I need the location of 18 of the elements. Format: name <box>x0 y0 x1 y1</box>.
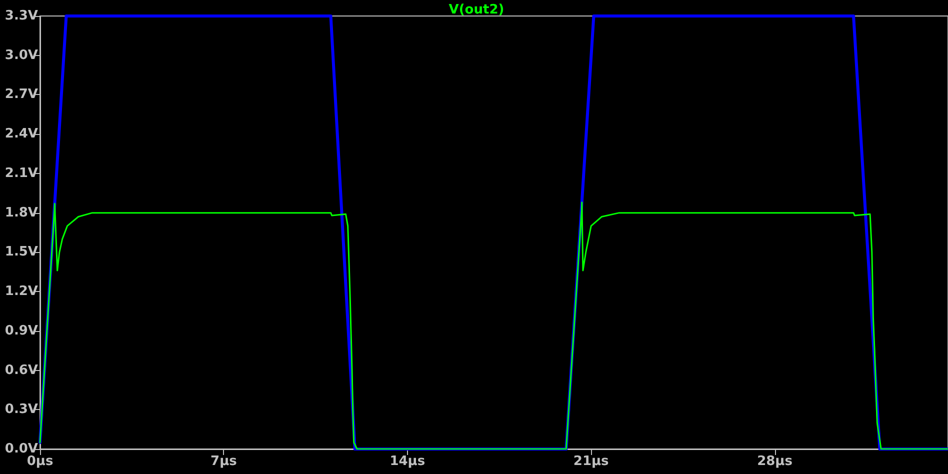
x-tick-label: 28µs <box>757 454 793 469</box>
y-tick-label: 0.0V <box>4 442 38 456</box>
y-tick-label: 2.4V <box>4 126 38 142</box>
text: V(out2) <box>448 2 504 18</box>
y-tick-label: 1.8V <box>4 205 38 220</box>
x-tick-label: 21µs <box>573 454 610 469</box>
x-tick-label: 14µs <box>390 454 426 469</box>
y-tick-label: 2.1V <box>4 166 38 181</box>
y-tick-label: 2.7V <box>4 87 38 102</box>
y-tick-label: 3.3V <box>4 8 38 24</box>
y-tick-label: 1.5V <box>4 244 38 260</box>
y-tick-label: 0.3V <box>4 402 38 418</box>
x-tick-label: 0µs <box>26 454 54 469</box>
x-tick-label: 7µs <box>210 454 238 469</box>
y-tick-label: 3.0V <box>4 48 38 63</box>
y-tick-label: 1.2V <box>4 284 38 300</box>
y-tick-label: 0.9V <box>4 323 38 338</box>
y-tick-label: 0.6V <box>4 362 38 378</box>
